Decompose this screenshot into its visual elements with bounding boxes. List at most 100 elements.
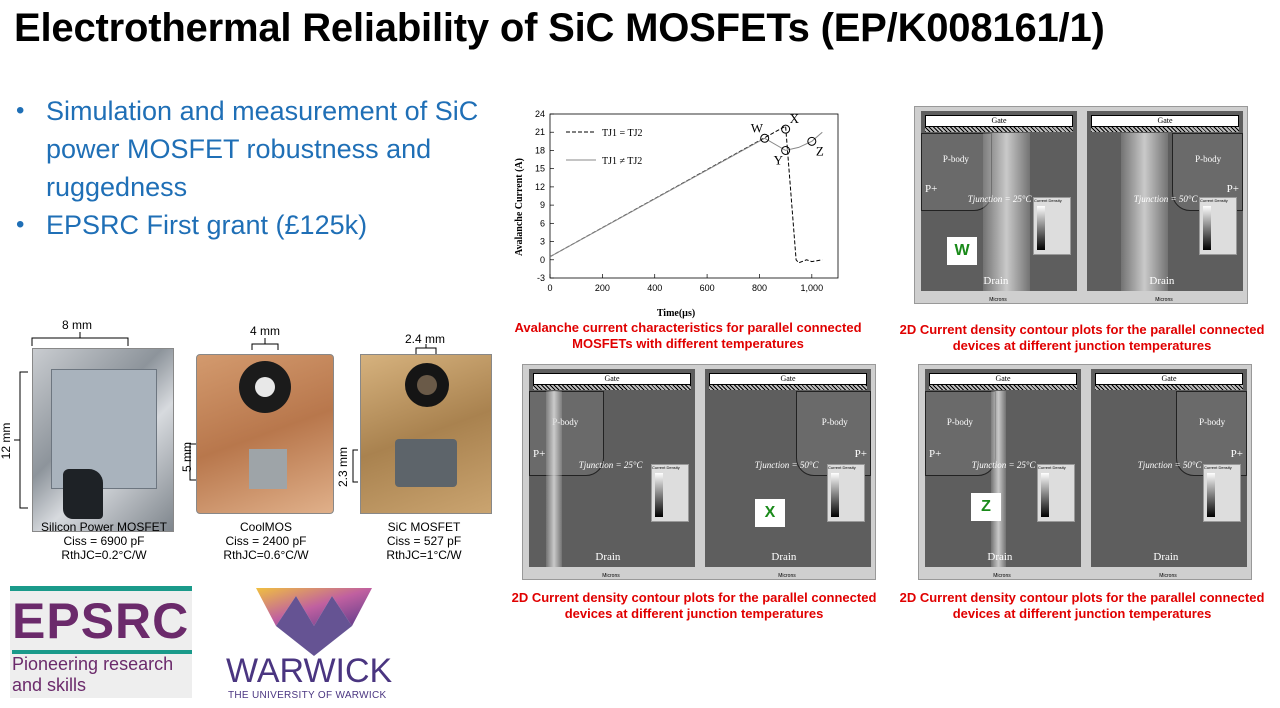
chip-name: CoolMOS — [239, 520, 292, 534]
legend-title: Current Density — [1038, 465, 1066, 471]
pbody-label: P-body — [552, 416, 579, 427]
legend-gradient — [1203, 206, 1211, 251]
y-tick-label: 18 — [535, 145, 545, 155]
temperature-label: Tjunction = 25°C — [971, 460, 1036, 471]
gate-label: Gate — [929, 373, 1077, 385]
pplus-label: P+ — [533, 448, 546, 461]
temperature-label: Tjunction = 50°C — [1133, 193, 1198, 204]
temperature-label: Tjunction = 50°C — [754, 460, 819, 471]
chart-frame — [549, 113, 839, 279]
current-channel — [545, 391, 563, 567]
width-bracket-icon — [415, 344, 437, 354]
sic-mosfet-photo — [360, 354, 492, 514]
chip-name: Silicon Power MOSFET — [40, 520, 168, 534]
bullet-list: • Simulation and measurement of SiC power… — [14, 92, 484, 244]
x-tick-label: 200 — [595, 283, 610, 293]
width-bracket-icon — [31, 332, 129, 346]
legend-gradient — [1207, 473, 1215, 518]
contour-caption: 2D Current density contour plots for the… — [511, 590, 877, 621]
gate-oxide — [929, 385, 1077, 390]
y-tick-label: 24 — [535, 109, 545, 119]
y-tick-label: 0 — [540, 255, 545, 265]
chip-rth: RthJC=0.2°C/W — [61, 548, 147, 562]
bullet-dot-icon: • — [16, 97, 25, 124]
pbody-region — [795, 391, 871, 477]
marker-circle — [781, 145, 791, 155]
pplus-label: P+ — [1226, 183, 1239, 195]
height-bracket-icon — [189, 443, 196, 481]
temperature-label: Tjunction = 25°C — [578, 460, 643, 471]
microns-axis-label: Microns — [1155, 297, 1173, 303]
x-tick-label: 1,000 — [801, 283, 824, 293]
legend-title: Current Density — [1034, 198, 1062, 204]
height-bracket-icon — [14, 371, 28, 509]
chip-name: SiC MOSFET — [387, 520, 461, 534]
drain-label: Drain — [595, 551, 621, 563]
gate-oxide — [1091, 127, 1239, 132]
pbody-region — [1176, 391, 1247, 477]
legend-gradient — [831, 473, 839, 518]
pbody-label: P-body — [1195, 154, 1222, 165]
slide-title: Electrothermal Reliability of SiC MOSFET… — [14, 6, 1105, 50]
bullet-item: • Simulation and measurement of SiC power… — [14, 92, 484, 206]
microns-axis-label: Microns — [602, 573, 620, 579]
marker-circle — [760, 133, 770, 143]
x-tick-label: 800 — [752, 283, 767, 293]
warwick-logo: WARWICK THE UNIVERSITY OF WARWICK — [224, 586, 404, 702]
marker-label: X — [790, 111, 800, 126]
pbody-label: P-body — [821, 416, 848, 427]
current-density-legend: Current Density — [827, 464, 865, 523]
temperature-label: Tjunction = 25°C — [967, 193, 1032, 204]
x-tick-label: 400 — [647, 283, 662, 293]
x-tick-label: 0 — [547, 283, 552, 293]
microns-axis-label: Microns — [993, 573, 1011, 579]
chip-ciss: Ciss = 6900 pF — [63, 534, 145, 548]
pplus-label: P+ — [854, 448, 867, 461]
chip-ciss: Ciss = 527 pF — [386, 534, 462, 548]
marker-label: Y — [774, 152, 784, 167]
y-tick-label: 12 — [535, 182, 545, 192]
gate-oxide — [925, 127, 1073, 132]
legend-entry: TJ1 ≠ TJ2 — [602, 156, 642, 167]
gate-label: Gate — [1095, 373, 1243, 385]
pbody-label: P-body — [1199, 416, 1226, 427]
drain-label: Drain — [1153, 551, 1179, 563]
pbody-region — [921, 133, 992, 211]
current-density-legend: Current Density — [1203, 464, 1241, 523]
chart-caption: Avalanche current characteristics for pa… — [514, 320, 862, 351]
legend-title: Current Density — [1204, 465, 1232, 471]
marker-label: W — [751, 120, 764, 135]
legend-gradient — [655, 473, 663, 518]
legend-entry: TJ1 = TJ2 — [602, 128, 642, 139]
chart-ylabel: Avalanche Current (A) — [514, 158, 525, 256]
microns-axis-label: Microns — [1159, 573, 1177, 579]
pbody-region — [925, 391, 996, 477]
microns-axis-label: Microns — [989, 297, 1007, 303]
current-density-legend: Current Density — [1199, 197, 1237, 256]
warwick-w-icon — [256, 588, 372, 656]
legend-gradient — [1037, 206, 1045, 251]
current-channel — [990, 391, 1007, 567]
contour-caption: 2D Current density contour plots for the… — [899, 322, 1265, 353]
current-channel — [1121, 133, 1169, 291]
current-density-legend: Current Density — [1033, 197, 1071, 256]
current-density-legend: Current Density — [1037, 464, 1075, 523]
legend-title: Current Density — [828, 465, 856, 471]
gate-oxide — [1095, 385, 1243, 390]
pplus-label: P+ — [925, 183, 938, 195]
microns-axis-label: Microns — [778, 573, 796, 579]
series-line-1 — [549, 125, 823, 264]
pbody-label: P-body — [942, 154, 969, 165]
marker-circle — [781, 124, 791, 134]
x-tick-label: 600 — [700, 283, 715, 293]
drain-label: Drain — [1149, 275, 1175, 287]
silicon-mosfet-photo — [32, 348, 174, 532]
bullet-item: • EPSRC First grant (£125k) — [14, 206, 484, 244]
contour-caption: 2D Current density contour plots for the… — [899, 590, 1265, 621]
bullet-dot-icon: • — [16, 211, 25, 238]
marker-label: Z — [816, 143, 824, 158]
pbody-region — [529, 391, 605, 477]
